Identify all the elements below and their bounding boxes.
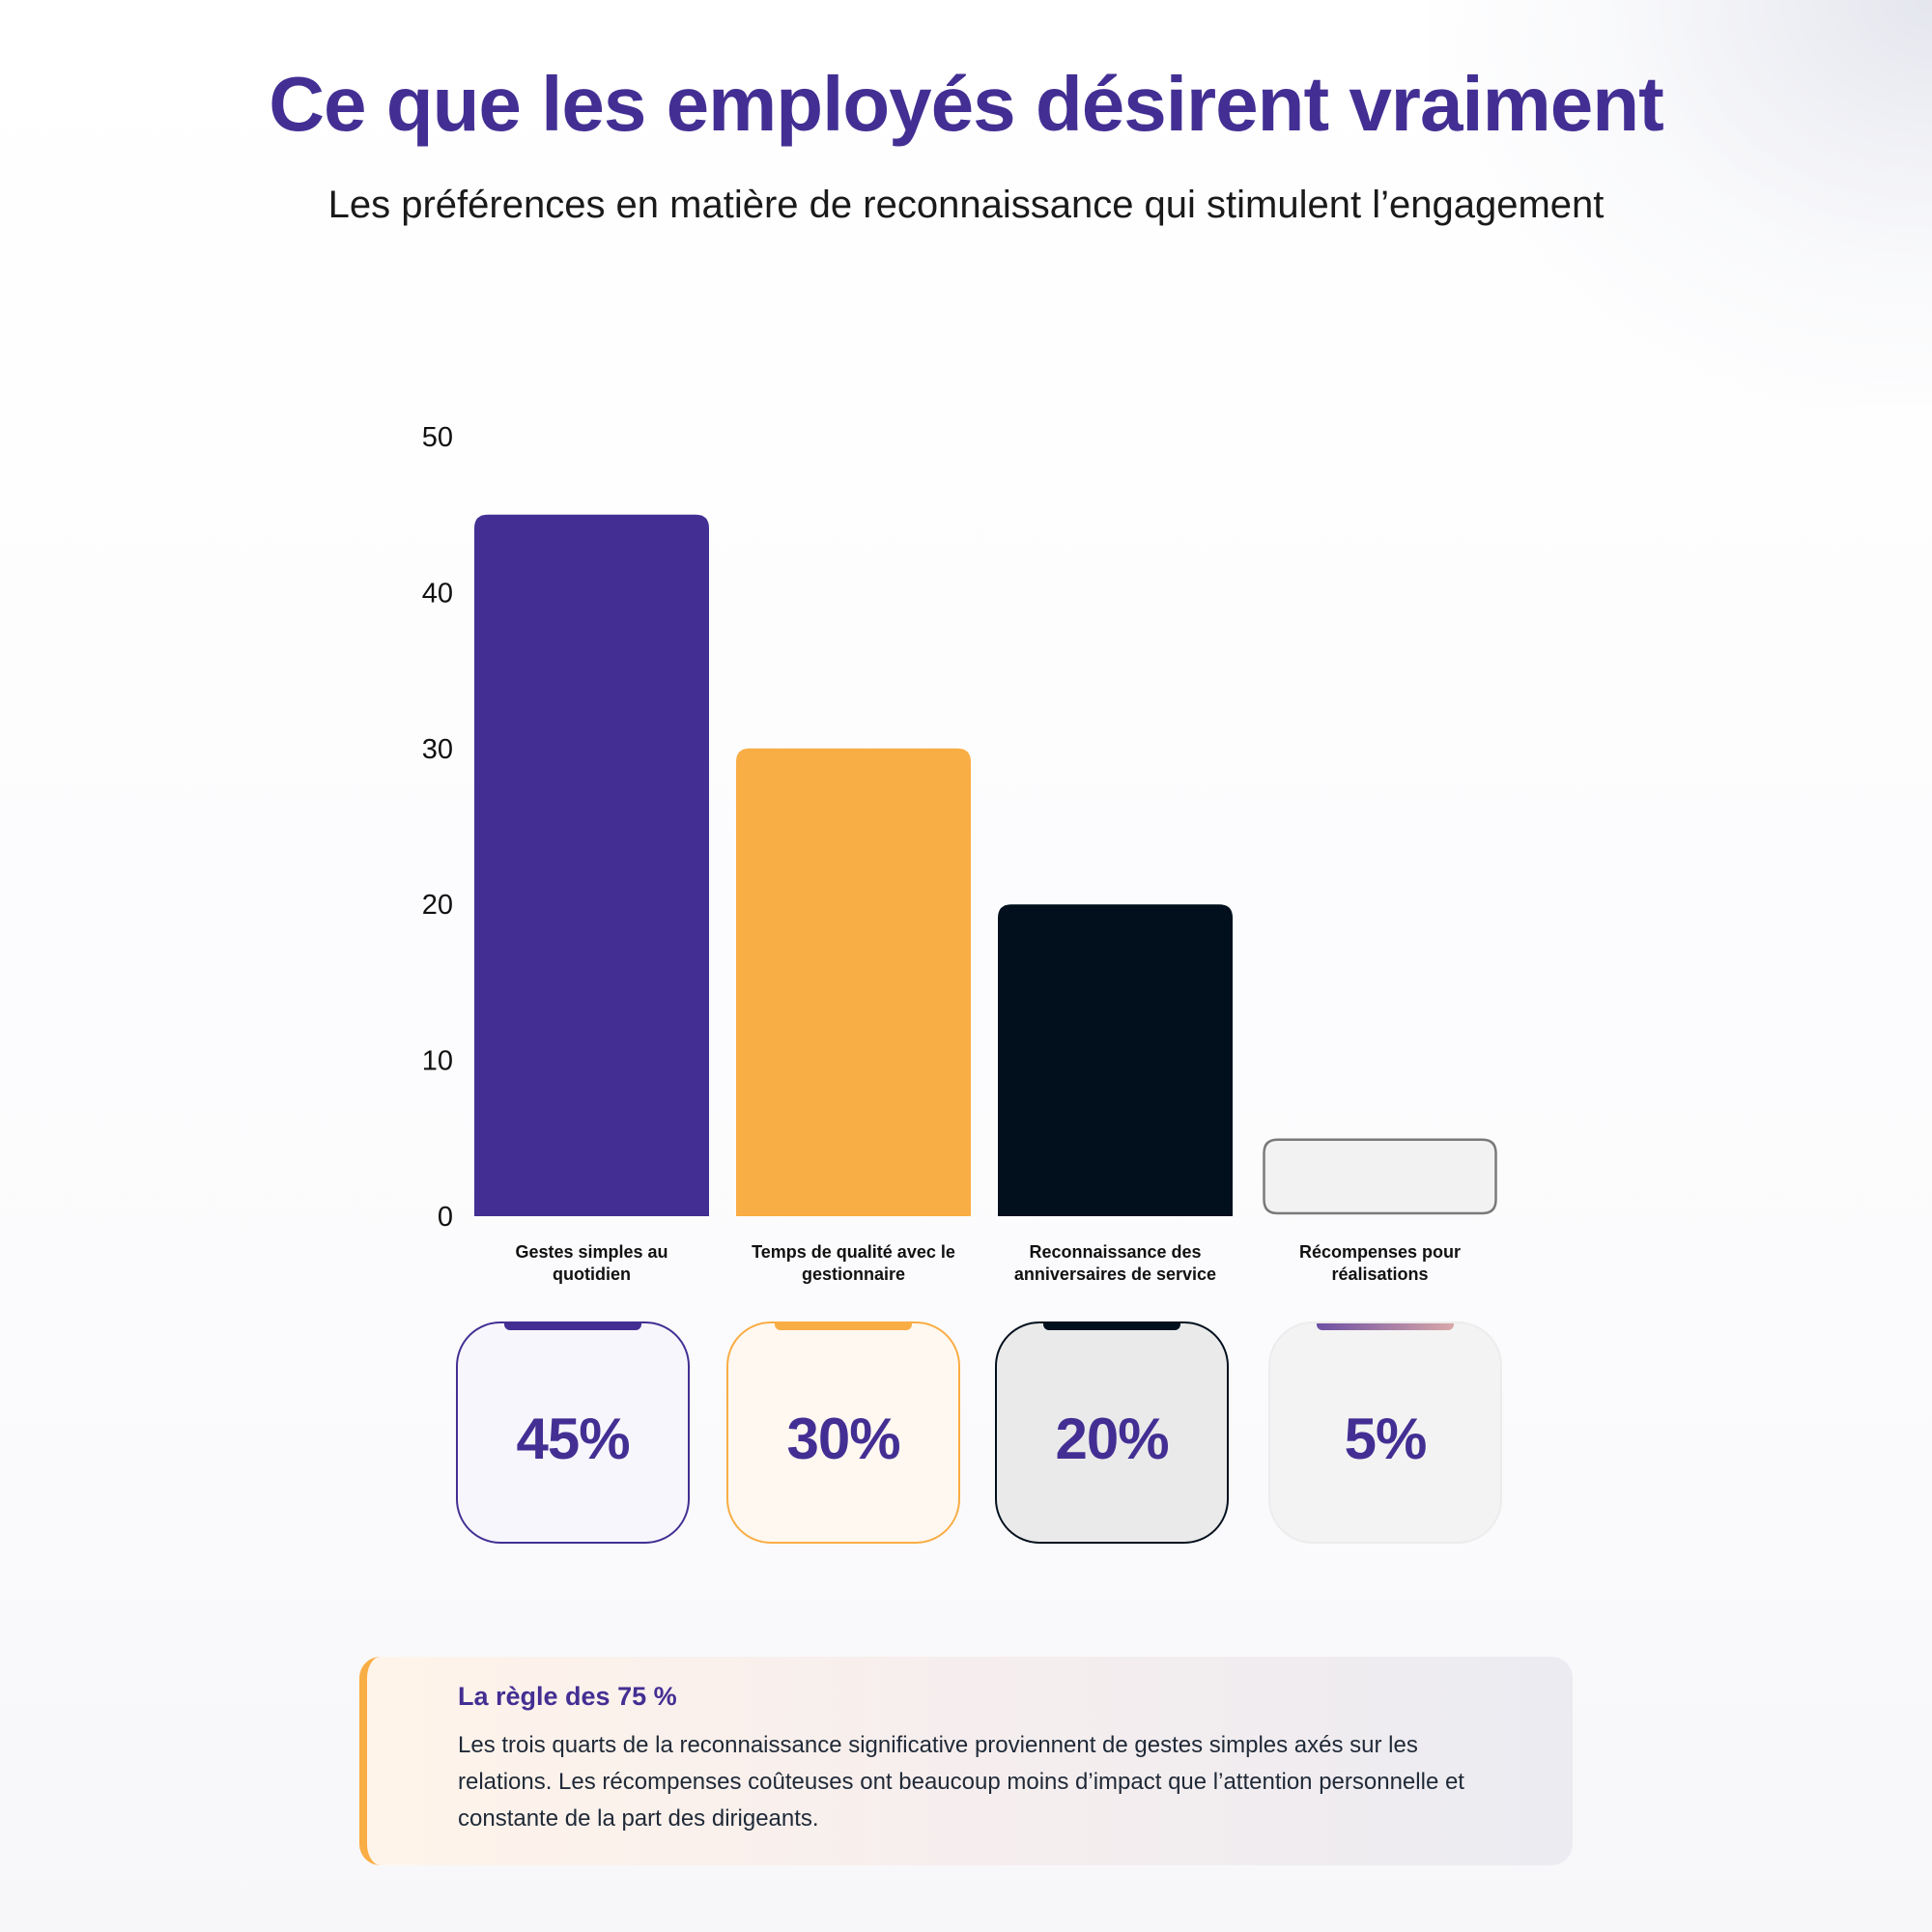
percentage-value: 5% — [1344, 1406, 1428, 1471]
page-subtitle: Les préférences en matière de reconnaiss… — [327, 184, 1605, 226]
bar-4 — [1263, 1138, 1497, 1215]
y-axis: 0 10 20 30 40 50 — [422, 422, 453, 1233]
callout-title: La règle des 75 % — [458, 1682, 677, 1711]
x-tick-label: Récompenses pour réalisations — [1299, 1242, 1461, 1284]
y-tick-label: 10 — [422, 1046, 453, 1077]
x-tick-label: Reconnaissance des anniversaires de servi… — [1014, 1242, 1216, 1284]
bar-1 — [474, 514, 709, 1216]
callout-box: La règle des 75 % Les trois quarts de la… — [359, 1657, 1573, 1865]
percentage-value: 30% — [786, 1406, 900, 1471]
y-tick-label: 40 — [422, 578, 453, 609]
y-tick-label: 20 — [422, 890, 453, 921]
bars — [474, 514, 1497, 1216]
y-tick-label: 30 — [422, 734, 453, 765]
x-axis: Gestes simples au quotidien Temps de quali… — [515, 1242, 1461, 1284]
percentage-value: 45% — [516, 1406, 630, 1471]
percentage-value: 20% — [1055, 1406, 1169, 1471]
percentage-card: 5% — [1268, 1321, 1502, 1544]
bar-chart: 0 10 20 30 40 50 Gestes simples au quotidien Te… — [422, 422, 1497, 1284]
bar-2 — [736, 748, 971, 1216]
x-tick-label: Temps de qualité avec le gestionnaire — [752, 1242, 955, 1284]
x-tick-label: Gestes simples au quotidien — [515, 1242, 668, 1284]
y-tick-label: 50 — [422, 422, 453, 453]
percentage-card: 20% — [995, 1321, 1229, 1544]
percentage-card: 30% — [726, 1321, 960, 1544]
callout-body: Les trois quarts de la reconnaissance si… — [458, 1732, 1464, 1832]
y-tick-label: 0 — [438, 1202, 453, 1233]
percentage-card: 45% — [456, 1321, 690, 1544]
page-title: Ce que les employés désirent vraiment — [269, 61, 1664, 147]
bar-3 — [998, 904, 1233, 1216]
